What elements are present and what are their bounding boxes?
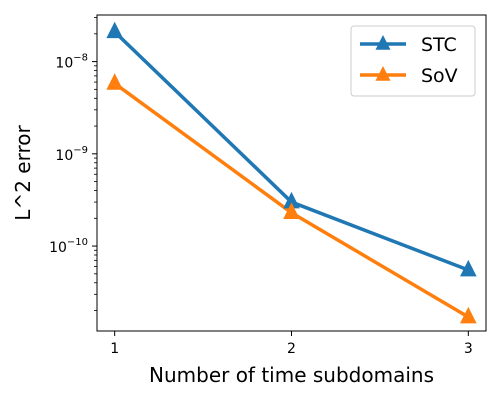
legend-swatch-marker xyxy=(375,34,391,50)
y-tick-label-base: 10 xyxy=(55,148,73,164)
y-tick-label-exponent: −9 xyxy=(73,145,88,156)
data-point-stc xyxy=(460,259,477,277)
legend-item-stc: STC xyxy=(360,34,457,56)
y-tick-label: 10−8 xyxy=(55,53,88,72)
legend-item-sov: SoV xyxy=(360,65,458,87)
legend-label: STC xyxy=(421,34,457,56)
data-point-sov xyxy=(106,73,123,90)
y-axis-label: L^2 error xyxy=(11,125,35,221)
data-point-stc xyxy=(106,21,123,39)
series-markers xyxy=(106,21,477,324)
data-point-sov xyxy=(283,202,300,220)
x-tick-label: 1 xyxy=(110,341,119,357)
legend-label: SoV xyxy=(421,65,458,87)
y-tick-label: 10−9 xyxy=(55,145,88,164)
x-tick-label: 2 xyxy=(287,341,296,357)
x-axis-label: Number of time subdomains xyxy=(149,363,434,387)
y-tick-label-exponent: −10 xyxy=(67,237,88,248)
x-tick-label: 3 xyxy=(464,341,473,357)
plot-area-frame xyxy=(96,14,487,332)
y-tick-label: 10−10 xyxy=(49,237,88,256)
legend-swatch-marker xyxy=(375,65,391,81)
legend: STC SoV xyxy=(350,25,476,97)
y-tick-label-base: 10 xyxy=(55,56,73,72)
y-tick-label-base: 10 xyxy=(49,240,67,256)
y-tick-label-exponent: −8 xyxy=(73,53,88,64)
data-point-sov xyxy=(460,306,477,324)
